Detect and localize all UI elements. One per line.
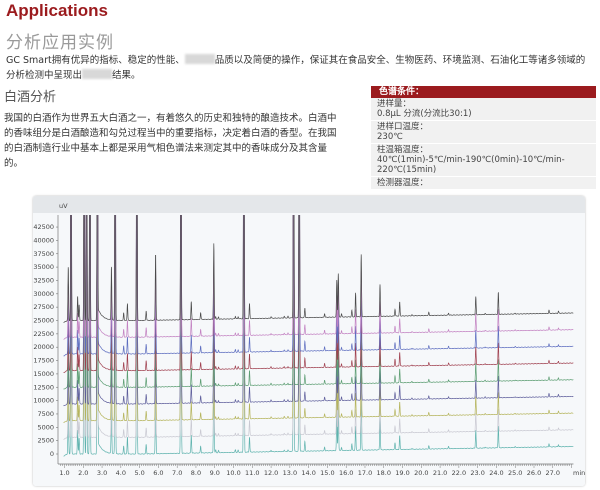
y-tick-label: 42500: [33, 223, 54, 231]
x-tick-label: 9.0: [210, 469, 220, 477]
y-tick-label: 25000: [33, 317, 54, 325]
y-tick-label: 22500: [33, 330, 54, 338]
condition-label: 进样量：: [377, 99, 412, 109]
y-tick-label: 35000: [33, 263, 54, 271]
y-tick-label: 5000: [37, 423, 54, 431]
x-tick-label: 22.0: [452, 469, 466, 477]
intro-paragraph: GC Smart拥有优异的指标、稳定的性能、 品质以及简便的操作，保证其在食品安全…: [6, 53, 594, 83]
x-tick-label: 19.0: [395, 469, 409, 477]
x-tick-label: 7.0: [172, 469, 182, 477]
chromatogram-trace-8: [63, 215, 574, 340]
chromatogram-trace-2: [63, 215, 574, 440]
chromatogram-chart: uV min 0 2500 5000 7500 10000 12500 15000 17500…: [33, 196, 585, 486]
chromatogram-trace-6: [63, 215, 574, 373]
x-tick-label: 11.0: [245, 469, 259, 477]
y-unit-label: uV: [59, 202, 68, 210]
x-tick-label: 10.0: [226, 469, 240, 477]
x-tick-label: 21.0: [433, 469, 447, 477]
x-tick-label: 13.0: [283, 469, 297, 477]
page-title: Applications: [6, 1, 109, 20]
condition-label: 柱温箱温度：: [377, 145, 429, 155]
x-tick-label: 18.0: [377, 469, 391, 477]
x-tick-label: 14.0: [301, 469, 315, 477]
condition-label: 进样口温度：: [377, 122, 429, 132]
condition-item: 柱温箱温度： 40℃(1min)-5℃/min-190℃(0min)-10℃/mi…: [371, 144, 596, 177]
intro-text-1: GC Smart拥有优异的指标、稳定的性能、: [6, 55, 185, 66]
chromatogram-trace-7: [63, 215, 574, 357]
condition-label: 检测器温度：: [377, 178, 429, 188]
x-tick-label: 4.0: [116, 469, 126, 477]
x-tick-label: 24.0: [489, 469, 503, 477]
x-tick-label: 20.0: [414, 469, 428, 477]
y-tick-label: 2500: [37, 437, 54, 445]
x-tick-label: 17.0: [358, 469, 372, 477]
conditions-header: 色谱条件：: [371, 86, 596, 98]
condition-value: 230℃: [377, 132, 403, 142]
condition-item: 进样口温度： 230℃: [371, 121, 596, 144]
y-tick-label: 10000: [33, 397, 54, 405]
section-body: 我国的白酒作为世界五大白酒之一，有着悠久的历史和独特的酿造技术。白酒中的香味组分…: [4, 113, 337, 169]
x-tick-label: 5.0: [134, 469, 144, 477]
chromatogram-trace-5: [63, 215, 574, 390]
intro-text-3: 结果。: [112, 70, 141, 81]
page-subtitle: 分析应用实例: [6, 33, 114, 53]
y-tick-label: 12500: [33, 383, 54, 391]
condition-value: 0.8μL 分流(分流比30:1): [377, 109, 472, 119]
x-tick-label: 23.0: [470, 469, 484, 477]
y-tick-label: 15000: [33, 370, 54, 378]
x-tick-label: 12.0: [264, 469, 278, 477]
conditions-panel: 色谱条件： 进样量： 0.8μL 分流(分流比30:1) 进样口温度： 230℃ 柱…: [371, 86, 596, 189]
condition-item: 检测器温度：: [371, 177, 596, 189]
y-tick-label: 0: [50, 450, 54, 458]
redacted-text: [184, 54, 215, 64]
y-tick-label: 27500: [33, 303, 54, 311]
chromatogram-trace-3: [63, 215, 574, 424]
x-tick-label: 26.0: [527, 469, 541, 477]
intro-text-2: 品质以及简便的操作，保证其在食品安全、生物医药、环境监测、石油化工等诸多领域的分…: [6, 55, 586, 81]
x-tick-label: 15.0: [320, 469, 334, 477]
y-tick-label: 20000: [33, 343, 54, 351]
chromatogram-trace-4: [63, 215, 574, 407]
condition-item: 进样量： 0.8μL 分流(分流比30:1): [371, 98, 596, 121]
y-tick-label: 37500: [33, 250, 54, 258]
y-tick-label: 40000: [33, 236, 54, 244]
x-tick-label: 1.0: [59, 469, 69, 477]
y-tick-label: 17500: [33, 357, 54, 365]
redacted-text: [82, 69, 113, 79]
y-tick-label: 30000: [33, 290, 54, 298]
x-tick-label: 3.0: [97, 469, 107, 477]
section-title: 白酒分析: [4, 90, 57, 105]
chromatogram-trace-1: [63, 215, 574, 457]
x-unit-label: min: [573, 469, 585, 477]
x-tick-label: 6.0: [153, 469, 163, 477]
y-tick-label: 7500: [37, 410, 54, 418]
x-tick-label: 8.0: [191, 469, 201, 477]
condition-value: 40℃(1min)-5℃/min-190℃(0min)-10℃/min-220℃…: [377, 155, 565, 175]
x-tick-label: 27.0: [546, 469, 560, 477]
x-tick-label: 16.0: [339, 469, 353, 477]
chromatogram-trace-9: [63, 215, 574, 324]
x-tick-label: 2.0: [78, 469, 88, 477]
chromatogram-svg: uV min 0 2500 5000 7500 10000 12500 15000 17500…: [33, 202, 585, 477]
x-tick-label: 25.0: [508, 469, 522, 477]
y-tick-label: 32500: [33, 276, 54, 284]
